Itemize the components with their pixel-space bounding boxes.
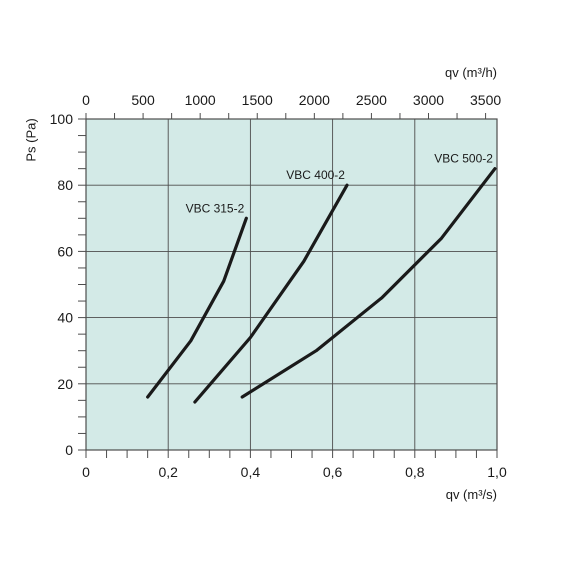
minor-ticks: [78, 113, 498, 458]
y-tick-label: 40: [57, 310, 73, 326]
x-axis-title-bottom: qv (m³/s): [446, 487, 497, 502]
x-tick-label: 0,6: [323, 464, 343, 480]
top-tick-label: 3000: [413, 92, 444, 108]
x-tick-label: 1,0: [487, 464, 507, 480]
y-tick-label: 0: [65, 442, 73, 458]
series-line-1: [146, 216, 248, 399]
plot-area: [86, 119, 497, 450]
series-label-1: VBC 315-2: [186, 201, 245, 215]
top-tick-label: 1000: [185, 92, 216, 108]
y-tick-label: 20: [57, 376, 73, 392]
top-tick-label: 1500: [242, 92, 273, 108]
y-tick-label: 100: [50, 111, 74, 127]
series-line-3: [240, 167, 497, 399]
series-label-3: VBC 500-2: [434, 152, 493, 166]
y-tick-label: 80: [57, 177, 73, 193]
top-tick-label: 3500: [470, 92, 501, 108]
y-axis-title: Ps (Pa): [23, 118, 38, 161]
x-tick-label: 0,8: [405, 464, 425, 480]
x-tick-label: 0,2: [158, 464, 178, 480]
series-label-2: VBC 400-2: [286, 168, 345, 182]
top-tick-label: 0: [82, 92, 90, 108]
top-tick-label: 2000: [299, 92, 330, 108]
x-axis-title-top: qv (m³/h): [445, 65, 497, 80]
top-tick-label: 2500: [356, 92, 387, 108]
x-tick-label: 0: [82, 464, 90, 480]
y-tick-label: 60: [57, 243, 73, 259]
series-line-2: [193, 183, 349, 404]
x-tick-label: 0,4: [241, 464, 261, 480]
plot-frame: [85, 118, 498, 451]
top-tick-label: 500: [131, 92, 155, 108]
series-labels: VBC 315-2 VBC 400-2 VBC 500-2: [186, 152, 494, 216]
series-lines: [146, 167, 497, 404]
